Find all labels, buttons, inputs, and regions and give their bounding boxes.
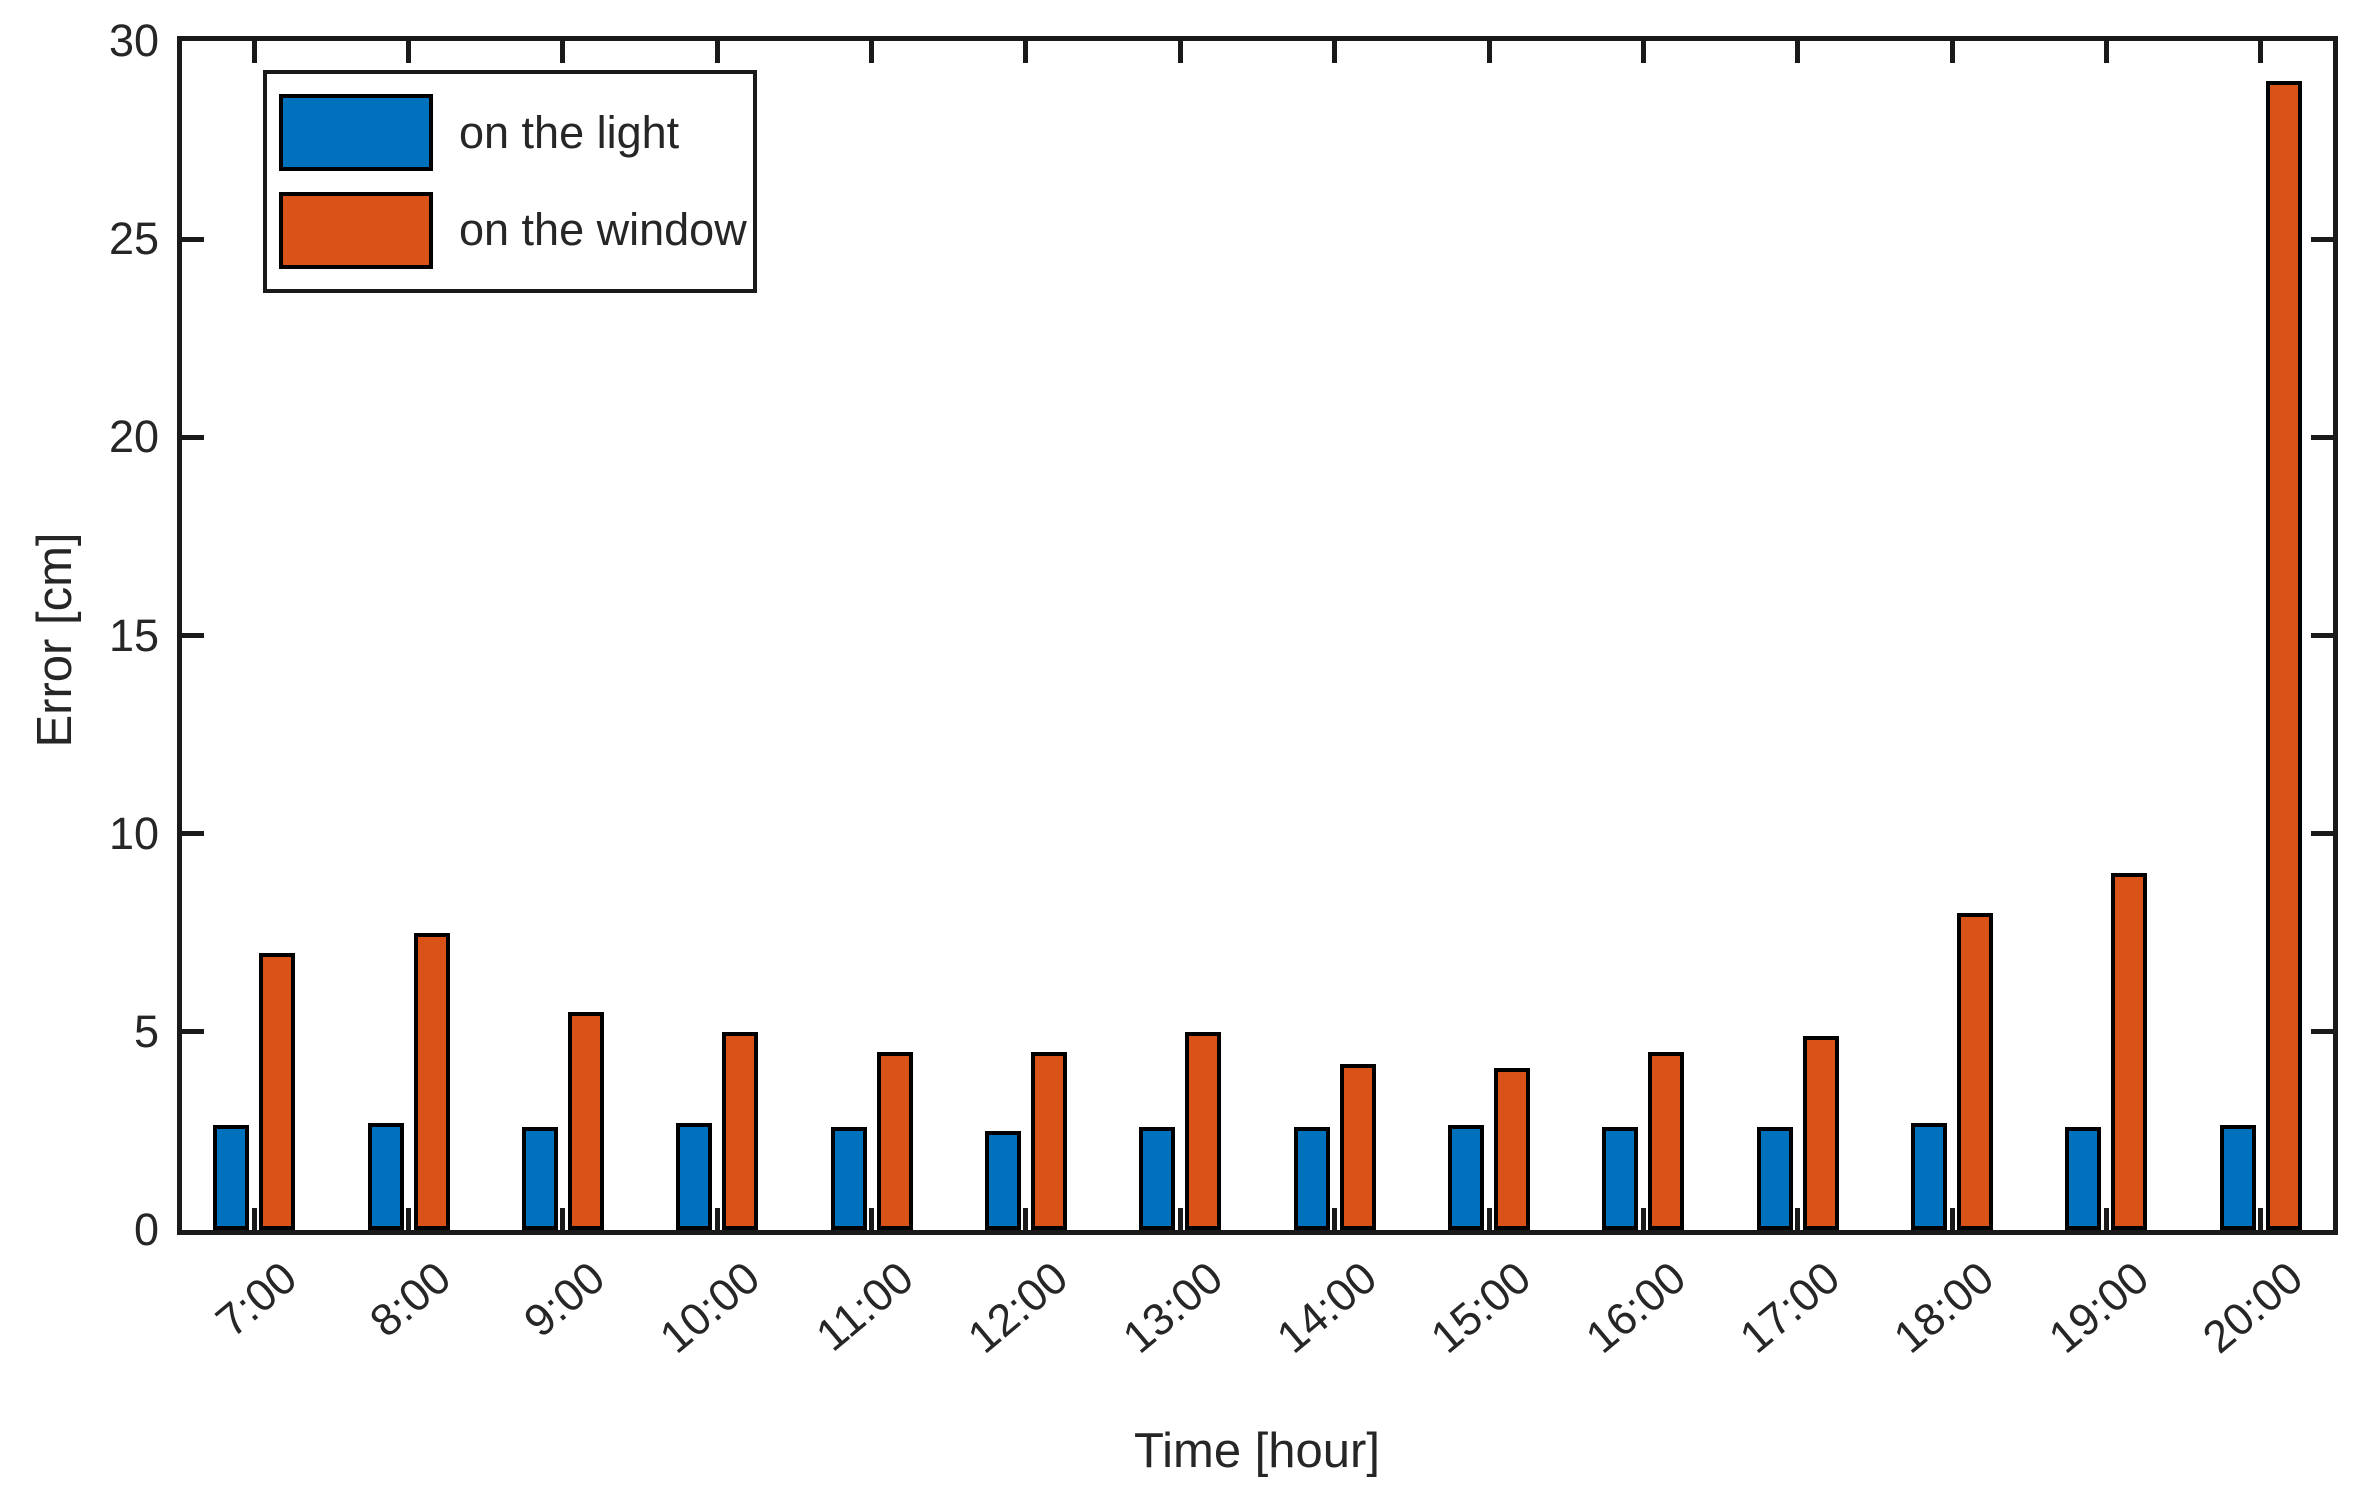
x-tick-bottom: [2258, 1208, 2264, 1230]
y-tick-left: [182, 434, 204, 440]
y-tick-left: [182, 831, 204, 837]
x-tick-top: [1023, 41, 1029, 63]
bar-on-the-light-14:00: [1293, 1127, 1330, 1230]
bar-on-the-light-20:00: [2219, 1125, 2256, 1230]
legend-entry-window: on the window: [279, 191, 753, 269]
bar-on-the-window-18:00: [1957, 913, 1994, 1230]
bar-on-the-window-20:00: [2265, 81, 2302, 1230]
legend-swatch-on-the-light: [279, 94, 433, 172]
x-tick-bottom: [1023, 1208, 1029, 1230]
y-tick-label-5: 5: [133, 1005, 159, 1057]
y-tick-right: [2311, 236, 2333, 242]
bar-on-the-window-12:00: [1030, 1052, 1067, 1230]
x-tick-bottom: [1640, 1208, 1646, 1230]
y-tick-right: [2311, 831, 2333, 837]
y-tick-label-0: 0: [133, 1204, 159, 1255]
bar-on-the-window-8:00: [413, 933, 450, 1230]
y-tick-label-15: 15: [108, 609, 159, 661]
bar-on-the-light-9:00: [521, 1127, 558, 1230]
legend-label-on-the-light: on the light: [459, 106, 680, 158]
x-tick-top: [2103, 41, 2109, 63]
bar-on-the-light-17:00: [1756, 1127, 1793, 1230]
x-tick-bottom: [1795, 1208, 1801, 1230]
bar-on-the-light-8:00: [367, 1123, 404, 1230]
bar-on-the-light-13:00: [1139, 1127, 1176, 1230]
y-tick-right: [2311, 633, 2333, 638]
y-tick-left: [182, 633, 204, 638]
y-tick-label-30: 30: [108, 15, 159, 66]
x-tick-top: [560, 41, 566, 63]
y-tick-label-25: 25: [108, 213, 159, 265]
x-tick-bottom: [869, 1208, 875, 1230]
x-tick-top: [251, 41, 257, 63]
bar-on-the-window-14:00: [1339, 1064, 1376, 1230]
legend-swatch-on-the-window: [279, 191, 433, 269]
bar-on-the-window-15:00: [1494, 1068, 1531, 1230]
x-tick-bottom: [560, 1208, 566, 1230]
y-tick-right: [2311, 434, 2333, 440]
bar-on-the-light-11:00: [830, 1127, 867, 1230]
legend-label-on-the-window: on the window: [459, 204, 747, 256]
x-tick-top: [1640, 41, 1646, 63]
x-tick-top: [1177, 41, 1183, 63]
x-tick-bottom: [714, 1208, 720, 1230]
x-tick-bottom: [406, 1208, 412, 1230]
x-tick-top: [1795, 41, 1801, 63]
y-tick-left: [182, 1029, 204, 1035]
bar-on-the-window-19:00: [2111, 873, 2148, 1230]
legend: on the light on the window: [263, 70, 757, 293]
bar-on-the-light-19:00: [2065, 1127, 2102, 1230]
bar-on-the-window-11:00: [876, 1052, 913, 1230]
bar-on-the-window-7:00: [259, 953, 296, 1230]
bar-on-the-light-16:00: [1602, 1127, 1639, 1230]
bar-on-the-light-15:00: [1448, 1125, 1485, 1230]
bar-on-the-light-10:00: [676, 1123, 713, 1230]
x-tick-top: [869, 41, 875, 63]
x-tick-bottom: [251, 1208, 257, 1230]
y-tick-right: [2311, 1029, 2333, 1035]
bar-on-the-window-17:00: [1802, 1036, 1839, 1230]
x-tick-bottom: [1949, 1208, 1955, 1230]
x-tick-bottom: [2103, 1208, 2109, 1230]
y-tick-label-10: 10: [108, 807, 159, 859]
bar-on-the-light-18:00: [1911, 1123, 1948, 1230]
bar-on-the-window-10:00: [722, 1032, 759, 1230]
bar-on-the-window-16:00: [1648, 1052, 1685, 1230]
x-tick-bottom: [1177, 1208, 1183, 1230]
x-tick-top: [1486, 41, 1492, 63]
bar-on-the-window-13:00: [1185, 1032, 1222, 1230]
x-tick-top: [2258, 41, 2264, 63]
y-tick-left: [182, 236, 204, 242]
x-tick-top: [1949, 41, 1955, 63]
y-tick-label-20: 20: [108, 411, 159, 463]
x-tick-top: [406, 41, 412, 63]
x-tick-top: [714, 41, 720, 63]
x-axis-label: Time [hour]: [1134, 1424, 1380, 1478]
bar-on-the-light-7:00: [213, 1125, 250, 1230]
bar-on-the-light-12:00: [984, 1131, 1021, 1230]
bar-on-the-window-9:00: [567, 1012, 604, 1230]
legend-entry-light: on the light: [279, 94, 753, 172]
x-tick-bottom: [1332, 1208, 1338, 1230]
x-tick-bottom: [1486, 1208, 1492, 1230]
x-tick-top: [1332, 41, 1338, 63]
